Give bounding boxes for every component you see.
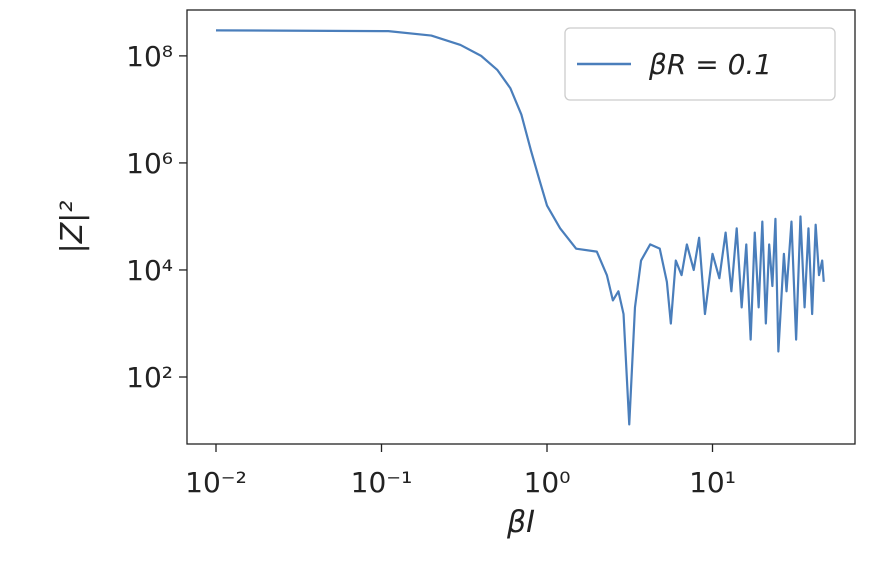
x-tick-label: 10¹ <box>689 466 736 499</box>
x-tick-label: 10⁻¹ <box>351 466 413 499</box>
x-axis-label: βI <box>506 505 535 540</box>
data-line <box>215 29 825 426</box>
plot-frame <box>186 9 856 445</box>
y-tick-label: 10⁸ <box>126 40 173 73</box>
y-tick-label: 10² <box>126 361 173 394</box>
y-tick-label: 10⁴ <box>126 254 173 287</box>
x-tick-label: 10⁻² <box>185 466 247 499</box>
legend-box <box>564 27 836 101</box>
y-axis-label: |Z|² <box>55 201 90 254</box>
legend-label: βR = 0.1 <box>648 48 772 81</box>
y-tick-label: 10⁶ <box>126 147 173 180</box>
x-tick-label: 10⁰ <box>524 466 571 499</box>
